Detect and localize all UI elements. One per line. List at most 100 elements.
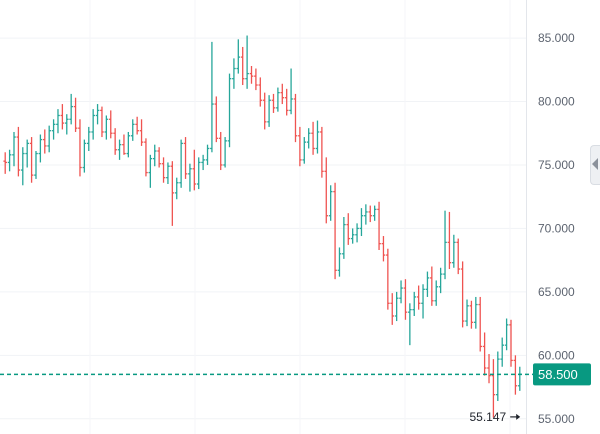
ohlc-bar [504,318,509,351]
ohlc-bar [205,144,210,165]
ohlc-bar [144,138,148,177]
ohlc-bar [47,125,51,153]
ohlc-bar [320,126,324,178]
ohlc-bar [218,131,223,171]
ohlc-bar [271,93,276,113]
ohlc-bar [289,68,293,115]
ohlc-bar [196,157,201,190]
ohlc-bar [513,355,518,395]
ohlc-bar [166,162,170,185]
ohlc-bar [306,128,311,149]
ohlc-bar [122,134,126,155]
y-tick-label: 60.000 [538,348,575,362]
ohlc-bar [258,77,263,107]
ohlc-bar [104,115,109,140]
y-tick-label: 75.000 [538,158,575,172]
ohlc-bar [416,285,421,310]
ohlc-bar [408,303,412,346]
price-bars [3,35,522,418]
ohlc-bar [78,119,82,177]
ohlc-bar [487,354,491,384]
ohlc-bar [496,351,500,402]
ohlc-bar [86,126,91,152]
ohlc-bar [434,280,439,306]
ohlc-bar [425,271,430,297]
ohlc-bar [42,129,47,154]
ohlc-bar [474,296,478,329]
ohlc-bar [95,104,100,125]
ohlc-bar [372,205,377,221]
ohlc-bar [12,131,16,167]
ohlc-bar [298,126,302,167]
ohlc-bar [430,266,434,306]
ohlc-bar [170,161,175,226]
ohlc-bar [500,337,505,367]
ohlc-bar [245,35,249,89]
ohlc-bar [201,154,205,171]
ohlc-bar [7,149,12,172]
ohlc-bar [359,208,364,237]
ohlc-bar [381,236,386,262]
ohlc-bar [342,217,346,259]
chevron-left-icon [592,158,598,170]
ohlc-bar [518,366,522,391]
ohlc-bar [161,157,166,183]
y-tick-label: 80.000 [538,95,575,109]
ohlc-bar [254,68,258,91]
ohlc-bar [240,46,245,86]
ohlc-bar [421,284,425,319]
ohlc-bar [412,291,417,316]
ohlc-bar [276,87,280,112]
arrow-head [516,413,521,420]
ohlc-bar [478,296,483,352]
ohlc-bar [223,137,227,168]
ohlc-bar [135,116,139,135]
ohlc-bar [482,332,487,376]
ohlc-bar [56,109,60,134]
ohlc-bar [100,106,104,138]
ohlc-bar [491,359,496,418]
ohlc-bar [236,39,241,74]
y-tick-label: 70.000 [538,221,575,235]
y-tick-label: 55.000 [538,412,575,426]
ohlc-bar [16,126,21,177]
ohlc-bar [267,95,271,127]
ohlc-bar [192,149,197,191]
ohlc-bar [139,119,144,146]
ohlc-bar [108,110,113,139]
ohlc-bar [452,234,456,268]
ohlc-bar [91,109,95,140]
collapse-panel-button[interactable] [590,145,600,185]
ohlc-bar [183,137,188,179]
ohlc-bar [188,163,192,192]
ohlc-bar [386,248,390,310]
ohlc-bar [20,147,25,186]
ohlc-bar [157,147,161,168]
ohlc-bar [82,139,87,173]
ohlc-bar [284,88,289,116]
ohlc-bar [280,83,285,105]
current-price-badge: 58.500 [533,363,591,386]
ohlc-bar [113,128,117,155]
ohlc-bar [346,213,351,245]
ohlc-bar [210,41,214,153]
ohlc-bar [311,121,315,155]
ohlc-bar [148,154,153,188]
ohlc-bar [509,319,513,367]
low-annotation: 55.147 [469,410,521,424]
ohlc-bar [390,293,395,325]
ohlc-bar [3,152,7,174]
ohlc-bar [333,182,337,280]
ohlc-bar [302,137,307,164]
ohlc-bar [368,205,373,223]
ohlc-bar [293,93,298,143]
ohlc-bar [73,97,78,132]
arrow-right-icon [510,413,521,420]
ohlc-bar [337,247,342,277]
ohlc-bar [126,131,131,158]
y-axis-ticks: 55.000 60.000 65.000 70.000 75.000 80.000 85.0… [538,31,575,426]
current-price-label: 58.500 [538,367,578,382]
ohlc-bar [117,139,122,160]
grid [0,37,526,420]
